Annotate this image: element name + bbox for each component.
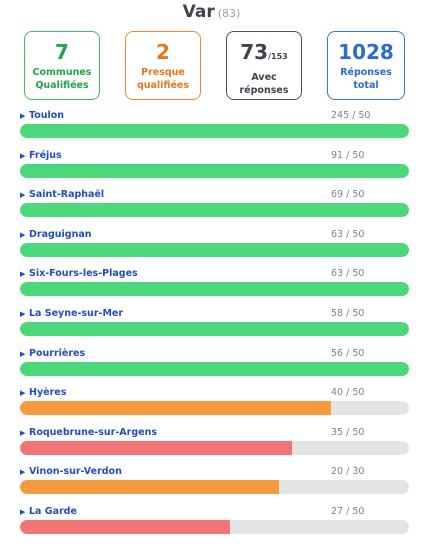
progress-track bbox=[20, 321, 409, 336]
expand-triangle-icon[interactable]: ▶ bbox=[20, 468, 26, 477]
commune-name[interactable]: Fréjus bbox=[29, 149, 62, 161]
expand-triangle-icon[interactable]: ▶ bbox=[20, 191, 26, 200]
commune-score: 63 / 50 bbox=[331, 268, 365, 280]
progress-track bbox=[20, 401, 409, 416]
progress-fill bbox=[20, 480, 280, 495]
commune-row[interactable]: ▶ Toulon 245 / 50 bbox=[18, 108, 410, 148]
expand-triangle-icon[interactable]: ▶ bbox=[20, 112, 26, 120]
commune-score: 40 / 50 bbox=[331, 387, 365, 399]
commune-name[interactable]: Roquebrune-sur-Argens bbox=[29, 426, 157, 438]
progress-fill bbox=[20, 401, 332, 416]
qualified-communes-card: 7 Communes Qualifiées bbox=[24, 31, 100, 100]
expand-triangle-icon[interactable]: ▶ bbox=[20, 428, 26, 437]
progress-track bbox=[20, 282, 409, 297]
progress-track bbox=[20, 203, 409, 218]
expand-triangle-icon[interactable]: ▶ bbox=[20, 230, 26, 239]
expand-triangle-icon[interactable]: ▶ bbox=[20, 151, 26, 160]
commune-row[interactable]: ▶ Saint-Raphaël 69 / 50 bbox=[18, 187, 410, 227]
commune-score: 245 / 50 bbox=[331, 110, 371, 121]
commune-row[interactable]: ▶ Six-Fours-les-Plages 63 / 50 bbox=[18, 266, 410, 306]
commune-row[interactable]: ▶ Vinon-sur-Verdon 20 / 30 bbox=[18, 464, 410, 504]
progress-fill bbox=[20, 440, 293, 455]
commune-name[interactable]: Saint-Raphaël bbox=[29, 189, 105, 201]
total-answers-card: 1028 Réponses total bbox=[327, 31, 405, 100]
with-answers-total: /153 bbox=[268, 52, 288, 61]
progress-fill bbox=[20, 124, 409, 138]
commune-row[interactable]: ▶ La Seyne-sur-Mer 58 / 50 bbox=[18, 306, 410, 346]
commune-row[interactable]: ▶ Fréjus 91 / 50 bbox=[18, 148, 410, 188]
expand-triangle-icon[interactable]: ▶ bbox=[20, 349, 26, 358]
commune-name[interactable]: Six-Fours-les-Plages bbox=[29, 268, 138, 280]
almost-qualified-count: 2 bbox=[156, 40, 170, 64]
qualified-count: 7 bbox=[55, 40, 69, 64]
progress-fill bbox=[20, 203, 409, 218]
commune-name[interactable]: Toulon bbox=[29, 110, 65, 121]
commune-name[interactable]: Vinon-sur-Verdon bbox=[29, 466, 122, 478]
commune-name[interactable]: Draguignan bbox=[29, 228, 92, 240]
commune-score: 27 / 50 bbox=[331, 505, 365, 517]
progress-fill bbox=[20, 242, 409, 257]
progress-fill bbox=[20, 321, 409, 336]
progress-fill bbox=[20, 282, 409, 297]
commune-score: 69 / 50 bbox=[331, 189, 365, 201]
expand-triangle-icon[interactable]: ▶ bbox=[20, 389, 26, 398]
commune-name[interactable]: Hyères bbox=[29, 387, 67, 399]
almost-qualified-card: 2 Presque qualifiées bbox=[125, 31, 201, 100]
progress-fill bbox=[20, 519, 231, 534]
progress-fill bbox=[20, 163, 409, 178]
expand-triangle-icon[interactable]: ▶ bbox=[20, 270, 26, 279]
with-answers-card: 73/153 Avec réponses bbox=[226, 31, 302, 100]
commune-name[interactable]: Pourrières bbox=[29, 347, 86, 359]
total-answers-label: Réponses total bbox=[340, 67, 392, 91]
expand-triangle-icon[interactable]: ▶ bbox=[20, 507, 26, 516]
commune-row[interactable]: ▶ Hyères 40 / 50 bbox=[18, 385, 410, 425]
commune-row[interactable]: ▶ La Garde 27 / 50 bbox=[18, 504, 410, 544]
progress-fill bbox=[20, 361, 409, 376]
with-answers-label: Avec réponses bbox=[239, 72, 289, 96]
progress-track bbox=[20, 519, 409, 534]
progress-track bbox=[20, 163, 409, 178]
progress-track bbox=[20, 480, 409, 495]
progress-track bbox=[20, 440, 409, 455]
commune-score: 91 / 50 bbox=[331, 149, 365, 161]
department-title: Var bbox=[182, 2, 215, 22]
commune-name[interactable]: La Garde bbox=[29, 505, 77, 517]
commune-score: 63 / 50 bbox=[331, 228, 365, 240]
commune-score: 20 / 30 bbox=[331, 466, 365, 478]
commune-score: 56 / 50 bbox=[331, 347, 365, 359]
commune-list: ▶ Toulon 245 / 50 ▶ Fréjus 91 / 50 ▶ Saint-Raph… bbox=[18, 108, 410, 544]
almost-qualified-label: Presque qualifiées bbox=[136, 67, 190, 91]
progress-track bbox=[20, 124, 409, 138]
page-header: Var (83) bbox=[0, 0, 423, 24]
commune-row[interactable]: ▶ Roquebrune-sur-Argens 35 / 50 bbox=[18, 425, 410, 465]
progress-track bbox=[20, 242, 409, 257]
expand-triangle-icon[interactable]: ▶ bbox=[20, 309, 26, 318]
progress-track bbox=[20, 361, 409, 376]
commune-score: 35 / 50 bbox=[331, 426, 365, 438]
summary-cards: 7 Communes Qualifiées 2 Presque qualifiées… bbox=[24, 31, 405, 100]
commune-row[interactable]: ▶ Draguignan 63 / 50 bbox=[18, 227, 410, 267]
commune-row[interactable]: ▶ Pourrières 56 / 50 bbox=[18, 346, 410, 386]
department-code: (83) bbox=[217, 7, 241, 20]
qualified-label: Communes Qualifiées bbox=[32, 67, 92, 91]
commune-name[interactable]: La Seyne-sur-Mer bbox=[29, 307, 124, 319]
with-answers-count: 73/153 bbox=[240, 40, 288, 64]
total-answers-count: 1028 bbox=[338, 40, 394, 64]
commune-score: 58 / 50 bbox=[331, 307, 365, 319]
